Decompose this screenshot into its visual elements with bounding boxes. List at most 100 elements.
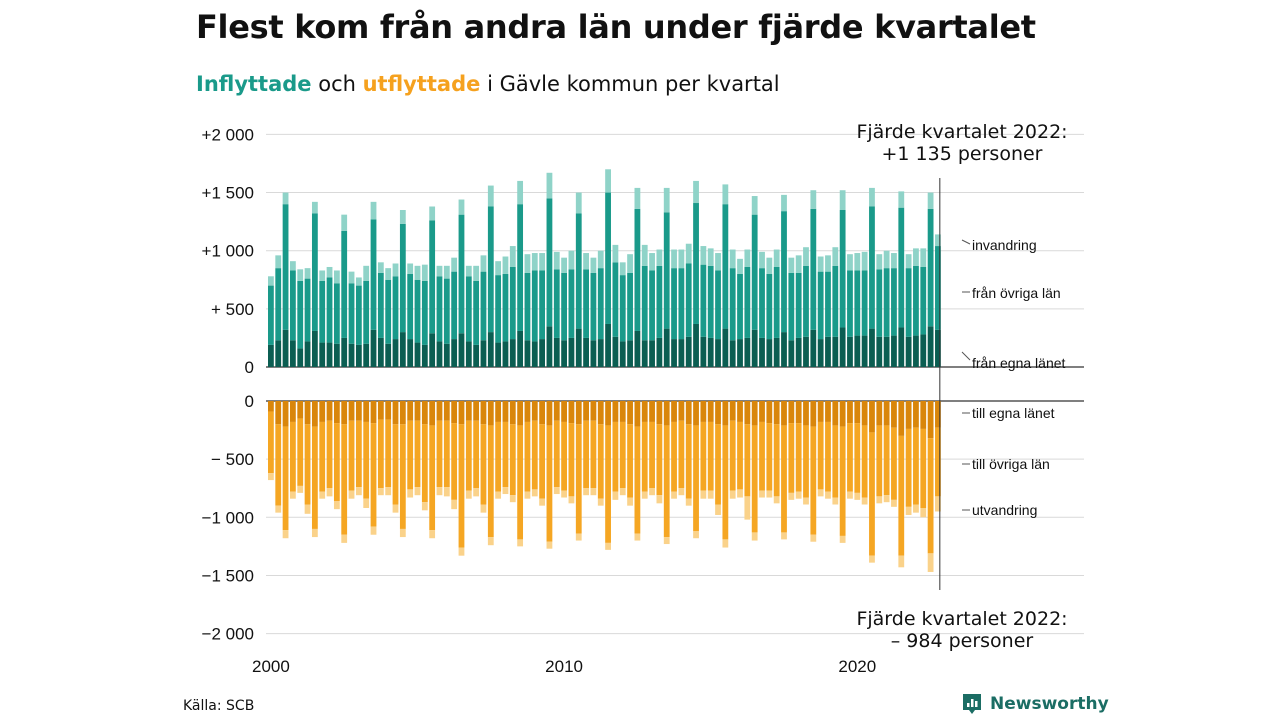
bar-immigration (832, 247, 839, 266)
bar-immigration (854, 253, 861, 271)
bar-out-own-county (905, 401, 912, 429)
bar-in-own-county (839, 327, 846, 367)
bar-emigration (377, 488, 384, 496)
bar-immigration (773, 249, 780, 267)
bar-in-other-counties (348, 283, 355, 344)
bar-out-own-county (619, 401, 626, 422)
bar-emigration (817, 489, 824, 497)
bar-out-other-counties (715, 424, 721, 505)
bar-immigration (311, 201, 318, 214)
bar-in-own-county (451, 339, 458, 367)
bar-in-other-counties (927, 208, 934, 327)
bar-in-other-counties (751, 214, 758, 330)
bar-in-other-counties (341, 230, 348, 338)
bar-emigration (913, 504, 919, 513)
bar-in-other-counties (509, 266, 516, 340)
bar-emigration (407, 489, 414, 498)
bar-immigration (341, 214, 348, 231)
bar-emigration (612, 491, 619, 500)
bar-emigration (421, 502, 428, 511)
bar-in-other-counties (275, 268, 282, 341)
bar-emigration (898, 555, 905, 568)
bar-emigration (495, 491, 502, 499)
bar-in-own-county (473, 344, 480, 367)
bar-emigration (575, 533, 582, 541)
bar-in-other-counties (597, 268, 604, 340)
bar-out-other-counties (282, 426, 289, 531)
bar-in-other-counties (502, 273, 509, 342)
bar-emigration (927, 553, 934, 572)
bar-out-other-counties (326, 420, 333, 489)
bar-emigration (583, 488, 589, 496)
bar-emigration (685, 498, 692, 506)
bar-immigration (575, 192, 582, 214)
bar-out-other-counties (443, 420, 450, 488)
bar-out-own-county (385, 401, 392, 420)
bar-immigration (678, 249, 685, 269)
bar-immigration (839, 190, 846, 210)
bar-emigration (546, 541, 553, 549)
bar-in-own-county (641, 340, 648, 367)
bar-emigration (744, 496, 751, 520)
bar-in-other-counties (363, 280, 370, 344)
bar-emigration (663, 537, 670, 545)
bar-in-other-counties (304, 278, 311, 342)
bar-in-own-county (282, 329, 289, 367)
bar-in-own-county (319, 342, 326, 367)
bar-immigration (737, 258, 743, 274)
bar-in-own-county (392, 339, 399, 367)
bar-in-other-counties (715, 270, 721, 340)
bar-out-own-county (561, 401, 567, 422)
bar-out-own-county (348, 401, 355, 421)
y-tick-label: −1 000 (202, 508, 254, 527)
bar-immigration (883, 250, 890, 269)
bar-emigration (348, 490, 355, 499)
bar-out-other-counties (517, 425, 524, 540)
bar-out-own-county (590, 401, 597, 421)
bar-in-own-county (341, 337, 348, 367)
bar-out-other-counties (597, 424, 604, 499)
bar-out-own-county (744, 401, 751, 425)
bar-out-other-counties (370, 423, 377, 527)
bar-immigration (561, 257, 567, 273)
segment-label-out: till övriga län (972, 456, 1050, 472)
bar-immigration (590, 257, 597, 273)
bar-out-own-county (693, 401, 699, 426)
bar-emigration (832, 497, 839, 505)
bar-out-other-counties (429, 425, 436, 531)
bar-out-own-county (355, 401, 362, 421)
bar-out-other-counties (744, 424, 751, 497)
bar-in-own-county (480, 340, 487, 367)
segment-label-in: från övriga län (972, 285, 1061, 301)
bar-in-other-counties (414, 279, 421, 343)
bar-emigration (729, 490, 736, 499)
bar-in-other-counties (333, 283, 340, 344)
bar-out-own-county (788, 401, 795, 424)
bar-out-own-county (612, 401, 619, 422)
bar-out-other-counties (817, 421, 824, 490)
annotation-top-line2: +1 135 personer (882, 143, 1043, 165)
bar-emigration (370, 526, 377, 535)
bar-in-own-county (436, 341, 443, 367)
bar-in-other-counties (641, 265, 648, 341)
bar-in-other-counties (517, 204, 524, 331)
bar-out-other-counties (751, 425, 758, 533)
bar-in-other-counties (612, 262, 619, 337)
bar-out-other-counties (341, 424, 348, 535)
bar-out-own-county (517, 401, 524, 426)
bar-out-own-county (487, 401, 494, 426)
bar-emigration (869, 555, 875, 563)
bar-out-own-county (715, 401, 721, 425)
bar-in-own-county (707, 337, 714, 367)
bar-out-own-county (524, 401, 531, 422)
bar-out-other-counties (788, 423, 795, 493)
bar-out-own-county (898, 401, 905, 436)
bar-out-own-county (568, 401, 575, 424)
bar-emigration (561, 490, 567, 498)
bar-out-other-counties (583, 420, 589, 489)
bar-out-other-counties (480, 424, 487, 505)
bar-out-own-county (817, 401, 824, 422)
bar-in-own-county (553, 337, 560, 367)
bar-in-other-counties (473, 280, 480, 345)
chart-subtitle: Inflyttade och utflyttade i Gävle kommun… (196, 72, 780, 96)
